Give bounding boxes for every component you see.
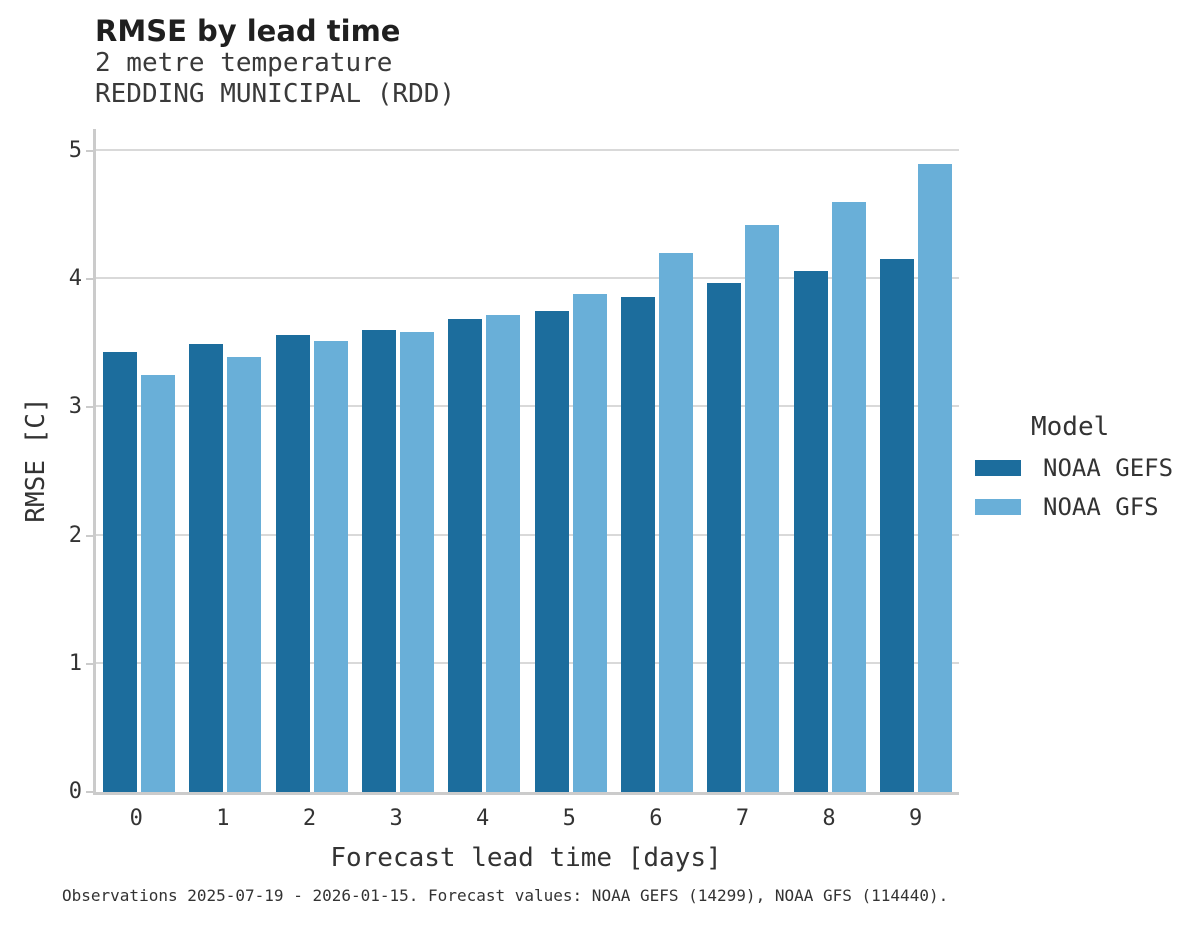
y-tick-label-1: 1 [68, 650, 82, 676]
bar-noaa-gefs-day-7 [707, 282, 742, 792]
y-axis-title: RMSE [C] [21, 397, 51, 523]
y-tick-mark-2 [86, 534, 93, 537]
bar-noaa-gefs-day-8 [793, 271, 828, 792]
y-tick-mark-3 [86, 406, 93, 409]
bar-noaa-gefs-day-0 [103, 352, 138, 792]
bar-group-day-3 [355, 129, 441, 792]
bar-noaa-gfs-day-8 [831, 202, 866, 792]
bar-noaa-gfs-day-5 [572, 294, 607, 792]
gridline-y-4 [96, 277, 959, 280]
x-tick-label-2: 2 [302, 806, 317, 831]
bar-noaa-gfs-day-3 [400, 331, 435, 792]
y-tick-label-4: 4 [68, 266, 82, 292]
plot-panel: 0 1 2 3 4 5 [69, 129, 959, 803]
x-tick-label-9: 9 [909, 806, 923, 831]
bar-noaa-gfs-day-4 [486, 314, 521, 792]
legend: Model NOAA GEFS NOAA GFS [975, 412, 1195, 532]
bar-noaa-gefs-day-5 [534, 311, 569, 792]
bar-group-day-2 [269, 129, 355, 792]
y-tick-mark-1 [86, 662, 93, 665]
legend-swatch-icon [975, 499, 1021, 515]
legend-label: NOAA GFS [1043, 493, 1159, 521]
y-tick-label-3: 3 [68, 394, 82, 420]
x-tick-label-0: 0 [129, 806, 143, 831]
x-tick-label-3: 3 [389, 806, 403, 831]
x-axis-title: Forecast lead time [days] [330, 843, 722, 873]
bar-group-day-6 [614, 129, 700, 792]
bar-noaa-gfs-day-1 [227, 357, 262, 792]
x-tick-label-1: 1 [216, 806, 230, 831]
x-axis-tick-labels: 0 1 2 3 4 5 6 7 8 9 [93, 806, 959, 831]
x-tick-label-7: 7 [735, 806, 750, 831]
y-tick-label-2: 2 [68, 522, 82, 548]
gridline-y-3 [96, 405, 959, 408]
gridline-y-1 [96, 661, 959, 664]
chart-header: RMSE by lead time 2 metre temperature RE… [95, 14, 455, 110]
bar-noaa-gfs-day-6 [658, 253, 693, 792]
y-tick-mark-4 [86, 278, 93, 281]
bar-group-day-4 [441, 129, 527, 792]
bar-noaa-gefs-day-2 [275, 335, 310, 792]
y-tick-mark-5 [86, 149, 93, 152]
x-tick-label-6: 6 [649, 806, 663, 831]
legend-swatch-icon [975, 460, 1021, 476]
chart-subtitle-station: REDDING MUNICIPAL (RDD) [95, 79, 456, 109]
bar-group-day-5 [527, 129, 613, 792]
bar-group-day-0 [96, 129, 182, 792]
bar-group-day-9 [873, 129, 959, 792]
chart-subtitle-variable: 2 metre temperature [95, 48, 393, 78]
bar-noaa-gefs-day-6 [620, 297, 655, 792]
y-tick-label-0: 0 [68, 779, 82, 804]
legend-entry-noaa-gefs: NOAA GEFS [975, 454, 1195, 482]
y-tick-mark-0 [86, 791, 93, 793]
caption: Observations 2025-07-19 - 2026-01-15. Fo… [62, 886, 949, 905]
legend-entries: NOAA GEFS NOAA GFS [975, 454, 1195, 521]
bar-noaa-gefs-day-4 [448, 318, 483, 792]
gridline-y-2 [96, 533, 959, 536]
bar-noaa-gfs-day-0 [141, 375, 176, 792]
x-tick-label-5: 5 [562, 806, 576, 831]
bar-noaa-gefs-day-3 [362, 330, 397, 792]
legend-label: NOAA GEFS [1043, 454, 1174, 482]
bar-noaa-gefs-day-1 [189, 344, 224, 792]
bar-group-day-1 [182, 129, 268, 792]
gridline-y-5 [96, 148, 959, 151]
x-tick-label-4: 4 [476, 806, 490, 831]
legend-title: Model [1031, 412, 1110, 442]
x-tick-label-8: 8 [822, 806, 836, 831]
bar-noaa-gfs-day-7 [745, 225, 780, 792]
y-tick-label-5: 5 [68, 137, 82, 163]
bar-group-day-8 [786, 129, 872, 792]
bar-group-day-7 [700, 129, 786, 792]
legend-entry-noaa-gfs: NOAA GFS [975, 493, 1195, 521]
bar-noaa-gefs-day-9 [879, 258, 914, 792]
bar-noaa-gfs-day-2 [313, 340, 348, 792]
chart-title: RMSE by lead time [95, 14, 401, 48]
bars-layer [96, 129, 959, 792]
bar-noaa-gfs-day-9 [917, 163, 952, 792]
